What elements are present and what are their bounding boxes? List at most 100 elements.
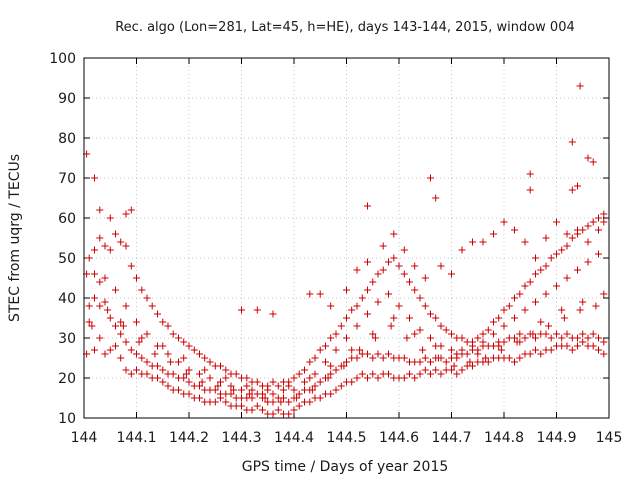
data-point bbox=[301, 378, 308, 386]
data-point bbox=[91, 174, 98, 182]
data-point bbox=[584, 154, 592, 162]
data-point bbox=[348, 306, 356, 314]
data-point bbox=[563, 274, 571, 282]
data-point bbox=[411, 330, 419, 338]
data-point bbox=[516, 330, 524, 338]
data-point bbox=[306, 290, 314, 298]
y-tick-label: 50 bbox=[58, 251, 76, 267]
data-point bbox=[127, 206, 135, 214]
x-tick-label: 144.7 bbox=[431, 430, 471, 446]
data-point bbox=[127, 262, 135, 270]
data-point bbox=[584, 222, 592, 230]
data-point bbox=[343, 286, 350, 294]
data-point bbox=[327, 302, 335, 310]
data-point bbox=[495, 314, 503, 322]
data-point bbox=[385, 370, 392, 378]
data-point bbox=[479, 330, 487, 338]
data-point bbox=[259, 390, 266, 398]
data-point bbox=[101, 242, 109, 250]
data-point bbox=[547, 334, 555, 342]
data-point bbox=[364, 202, 371, 210]
data-point bbox=[154, 362, 161, 370]
data-point bbox=[379, 266, 387, 274]
data-point bbox=[537, 318, 545, 326]
data-point bbox=[248, 394, 256, 402]
data-point bbox=[532, 334, 539, 342]
data-point bbox=[568, 138, 576, 146]
data-point bbox=[96, 278, 104, 286]
data-point bbox=[511, 314, 518, 322]
data-point bbox=[532, 346, 539, 354]
data-point bbox=[269, 310, 277, 318]
data-point bbox=[427, 310, 434, 318]
data-point bbox=[421, 274, 429, 282]
data-point bbox=[332, 346, 340, 354]
data-point bbox=[390, 230, 398, 238]
data-point bbox=[547, 254, 555, 262]
data-point bbox=[348, 378, 356, 386]
data-point bbox=[532, 254, 539, 262]
data-point bbox=[529, 330, 537, 338]
data-point bbox=[421, 354, 429, 362]
data-point bbox=[238, 402, 245, 410]
data-point bbox=[568, 186, 576, 194]
data-point bbox=[85, 254, 93, 262]
data-point bbox=[133, 350, 140, 358]
data-point bbox=[143, 294, 151, 302]
data-point bbox=[180, 338, 188, 346]
data-point bbox=[595, 250, 602, 258]
data-point bbox=[182, 370, 190, 378]
data-point bbox=[180, 374, 188, 382]
data-point bbox=[201, 366, 209, 374]
data-point bbox=[537, 350, 545, 358]
data-point bbox=[511, 294, 518, 302]
data-point bbox=[437, 370, 445, 378]
data-point bbox=[400, 374, 408, 382]
data-point bbox=[243, 374, 251, 382]
data-point bbox=[117, 354, 125, 362]
data-point bbox=[211, 398, 219, 406]
data-point bbox=[85, 302, 93, 310]
data-point bbox=[521, 238, 529, 246]
data-point bbox=[427, 334, 434, 342]
data-point bbox=[169, 370, 177, 378]
data-point bbox=[558, 246, 566, 254]
data-point bbox=[432, 194, 440, 202]
data-point bbox=[526, 350, 534, 358]
data-point bbox=[248, 386, 256, 394]
data-point bbox=[427, 358, 434, 366]
data-point bbox=[547, 346, 555, 354]
data-point bbox=[112, 230, 119, 238]
data-point bbox=[159, 378, 167, 386]
data-point bbox=[316, 346, 324, 354]
data-point bbox=[395, 262, 403, 270]
data-point bbox=[484, 326, 492, 334]
data-point bbox=[584, 334, 592, 342]
data-point bbox=[442, 326, 450, 334]
data-point bbox=[563, 242, 571, 250]
data-point bbox=[196, 350, 203, 358]
data-point bbox=[332, 386, 340, 394]
data-point bbox=[306, 358, 314, 366]
data-point bbox=[311, 370, 319, 378]
data-point bbox=[379, 354, 387, 362]
data-point bbox=[253, 306, 261, 314]
data-point bbox=[469, 238, 476, 246]
data-point bbox=[584, 238, 592, 246]
data-point bbox=[96, 334, 104, 342]
data-point bbox=[117, 238, 125, 246]
data-point bbox=[285, 410, 293, 418]
data-point bbox=[122, 302, 130, 310]
data-point bbox=[600, 290, 608, 298]
data-point bbox=[154, 310, 161, 318]
data-point bbox=[513, 338, 521, 346]
data-point bbox=[416, 326, 424, 334]
data-point bbox=[437, 322, 445, 330]
data-point bbox=[217, 362, 224, 370]
data-point bbox=[248, 406, 256, 414]
y-tick-label: 20 bbox=[58, 371, 76, 387]
data-point bbox=[563, 330, 571, 338]
data-point bbox=[521, 282, 529, 290]
data-point bbox=[500, 322, 508, 330]
